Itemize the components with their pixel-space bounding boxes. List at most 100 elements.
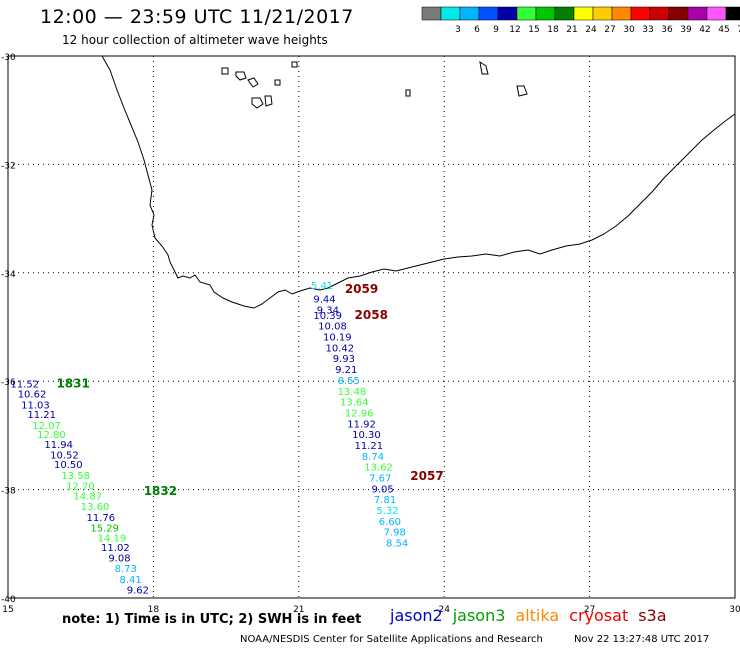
wave-height-value: 13.60 [81,502,110,513]
colorbar: 36912151821242730333639424570(ft) [421,6,740,35]
wave-height-value: 11.94 [44,440,73,451]
satellite-legend-altika: altika [515,606,560,625]
wave-height-value: 15.29 [90,523,119,534]
wave-height-value: 10.08 [318,322,347,333]
wave-height-value: 9.44 [313,295,335,306]
colorbar-swatch [573,6,594,21]
colorbar-label: 70 [737,25,740,35]
colorbar-swatch [516,6,537,21]
island [516,85,528,97]
wave-height-value: 10.52 [50,451,79,462]
lat-tick-label: -30 [1,53,16,63]
colorbar-swatch [725,6,740,21]
island [405,89,411,97]
pass-time-label: 1832 [144,484,177,498]
wave-height-value: 10.42 [325,343,354,354]
coastline [101,55,736,309]
island [247,77,259,88]
lat-tick-label: -34 [1,270,16,280]
lon-tick-label: 27 [584,605,595,615]
lat-tick-label: -40 [1,595,16,605]
pass-time-label: 1831 [56,377,89,391]
wave-height-readings: 11.5210.6211.0311.2112.0712.8011.9410.52… [10,281,408,597]
colorbar-swatch [592,6,613,21]
lon-tick-label: 18 [148,605,160,615]
wave-height-value: 7.67 [369,473,391,484]
map-frame [7,55,736,599]
wave-height-value: 13.62 [364,463,393,474]
island [274,79,281,86]
map-title: 12:00 — 23:59 UTC 11/21/2017 [40,6,354,28]
colorbar-swatch [649,6,670,21]
lon-tick-label: 15 [2,605,13,615]
footer-timestamp: Nov 22 13:27:48 UTC 2017 [574,634,710,645]
wave-height-value: 7.81 [374,495,396,506]
colorbar-swatch [687,6,708,21]
colorbar-swatch [535,6,556,21]
wave-height-value: 11.52 [10,380,39,391]
wave-height-value: 9.34 [317,305,339,316]
wave-height-value: 11.03 [21,400,50,411]
island [479,60,489,75]
wave-height-value: 8.73 [115,564,137,575]
wave-height-value: 10.62 [18,389,47,400]
wave-height-value: 8.55 [338,376,360,387]
wave-height-value: 9.05 [372,484,394,495]
wave-height-value: 10.39 [313,311,342,322]
wave-height-value: 9.08 [108,554,130,565]
wave-height-value: 8.41 [119,575,141,586]
wave-height-value: 11.21 [355,441,384,452]
colorbar-label: 36 [661,25,673,35]
lat-tick-label: -38 [1,487,16,497]
island [264,95,273,107]
lon-tick-label: 30 [729,605,740,615]
wave-height-value: 5.41 [311,281,333,292]
island [291,61,298,68]
colorbar-swatch [668,6,689,21]
wave-height-value: 12.96 [345,408,374,419]
colorbar-swatch [478,6,499,21]
colorbar-label: 33 [642,25,653,35]
island [221,67,229,75]
footer-org: NOAA/NESDIS Center for Satellite Applica… [240,634,543,645]
wave-height-value: 5.32 [376,506,398,517]
pass-time-label: 2057 [410,469,443,483]
pass-time-label: 2058 [355,308,388,322]
wave-height-value: 12.07 [32,421,61,432]
wave-height-value: 7.98 [384,528,406,539]
satellite-legend-jason3: jason3 [452,606,506,625]
wave-height-value: 10.19 [323,333,352,344]
wave-height-value: 9.62 [127,586,149,597]
colorbar-label: 42 [699,25,710,35]
wave-height-value: 11.21 [27,410,56,421]
pass-time-label: 2059 [345,282,378,296]
map-subtitle: 12 hour collection of altimeter wave hei… [62,33,328,47]
colorbar-label: 15 [528,25,539,35]
colorbar-swatch [706,6,727,21]
island [235,71,247,81]
wave-height-value: 12.80 [37,430,66,441]
lat-tick-label: -32 [1,161,16,171]
units-note: note: 1) Time is in UTC; 2) SWH is in fe… [62,612,362,627]
wave-height-value: 14.19 [98,534,127,545]
wave-height-value: 13.48 [338,387,367,398]
wave-height-value: 10.30 [352,430,381,441]
colorbar-swatch [459,6,480,21]
lon-tick-label: 21 [293,605,304,615]
wave-height-value: 13.64 [340,398,369,409]
wave-height-value: 13.58 [61,471,90,482]
colorbar-label: 18 [547,25,559,35]
lon-tick-label: 24 [438,605,450,615]
colorbar-label: 3 [455,25,461,35]
wave-height-value: 8.54 [386,539,408,550]
colorbar-swatch [497,6,518,21]
wave-height-value: 11.76 [87,513,116,524]
lat-tick-label: -36 [1,378,16,388]
wave-height-value: 8.74 [362,452,384,463]
wave-height-value: 11.92 [347,419,376,430]
satellite-legend: jason2 jason3 altika cryosat s3a [390,606,677,625]
wave-height-value: 9.93 [333,354,355,365]
colorbar-swatch [440,6,461,21]
colorbar-label: 24 [585,25,597,35]
